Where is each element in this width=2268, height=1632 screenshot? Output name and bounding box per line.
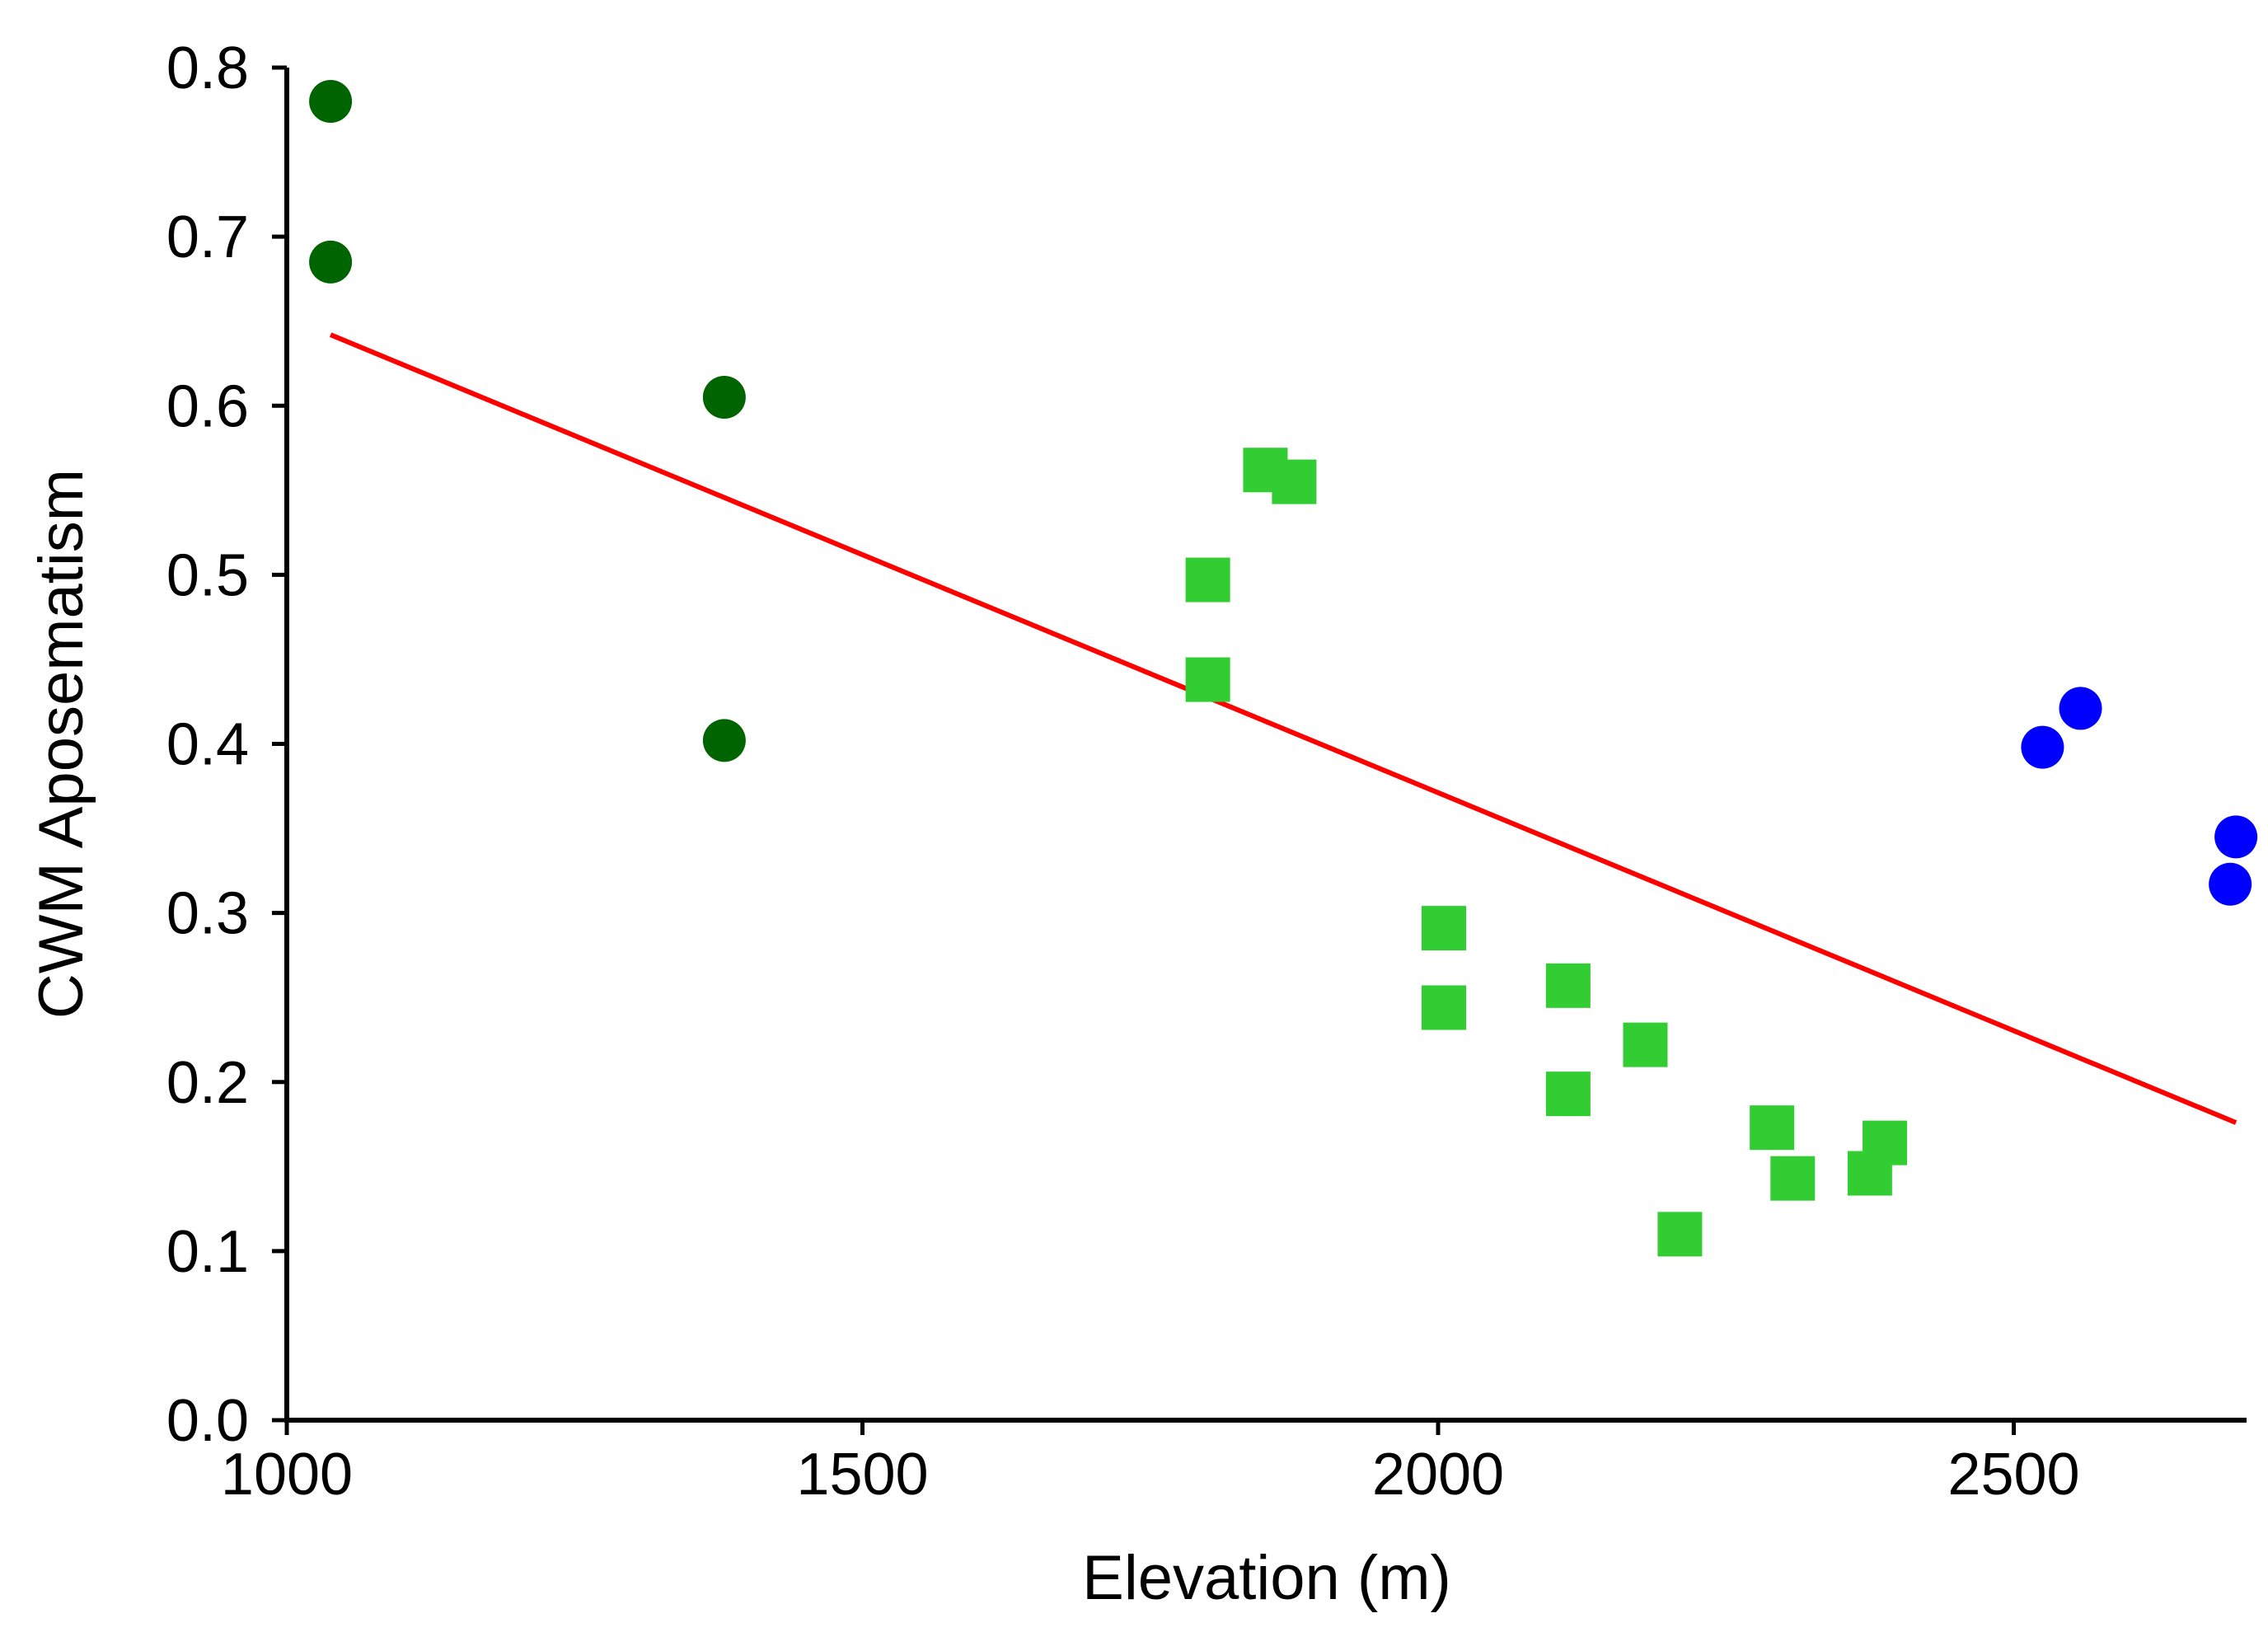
circle-point — [2021, 725, 2064, 769]
y-tick-label: 0.4 — [166, 712, 249, 778]
square-point — [1750, 1105, 1795, 1151]
y-tick-label: 0.3 — [166, 881, 249, 947]
y-tick-label: 0.5 — [166, 542, 249, 608]
square-point — [1545, 963, 1591, 1008]
x-tick-label: 2000 — [1372, 1442, 1504, 1508]
y-axis-label: CWM Aposematism — [26, 469, 96, 1019]
circle-point — [702, 375, 746, 419]
data-points — [309, 80, 2258, 1257]
circle-point — [309, 80, 353, 124]
y-tick-label: 0.7 — [166, 204, 249, 270]
x-axis-ticks: 1000 1500 2000 2500 — [221, 1420, 2080, 1508]
square-point — [1185, 557, 1230, 603]
y-tick-label: 0.2 — [166, 1050, 249, 1116]
square-point — [1863, 1120, 1908, 1165]
circle-point — [702, 719, 746, 762]
square-point — [1272, 459, 1317, 504]
square-point — [1545, 1072, 1591, 1117]
circle-point — [2059, 687, 2102, 730]
y-tick-label: 0.1 — [166, 1219, 249, 1285]
y-tick-label: 0.8 — [166, 35, 249, 101]
square-point — [1623, 1022, 1668, 1067]
circle-point — [2214, 815, 2258, 859]
x-tick-label: 1500 — [796, 1442, 928, 1508]
x-axis-label: Elevation (m) — [1082, 1543, 1451, 1613]
y-tick-label: 0.0 — [166, 1388, 249, 1454]
x-tick-label: 1000 — [221, 1442, 353, 1508]
axes-lines — [284, 68, 2247, 1423]
x-tick-label: 2500 — [1947, 1442, 2079, 1508]
y-axis-ticks: 0.0 0.1 0.2 0.3 0.4 0.5 0.6 0.7 0.8 — [166, 35, 287, 1454]
square-point — [1657, 1212, 1703, 1257]
circle-point — [309, 240, 353, 284]
square-point — [1185, 657, 1230, 702]
square-point — [1421, 906, 1466, 951]
circle-point — [2209, 862, 2252, 906]
square-point — [1770, 1156, 1816, 1201]
regression-line — [329, 332, 2238, 1125]
square-point — [1421, 985, 1466, 1030]
y-tick-label: 0.6 — [166, 373, 249, 439]
